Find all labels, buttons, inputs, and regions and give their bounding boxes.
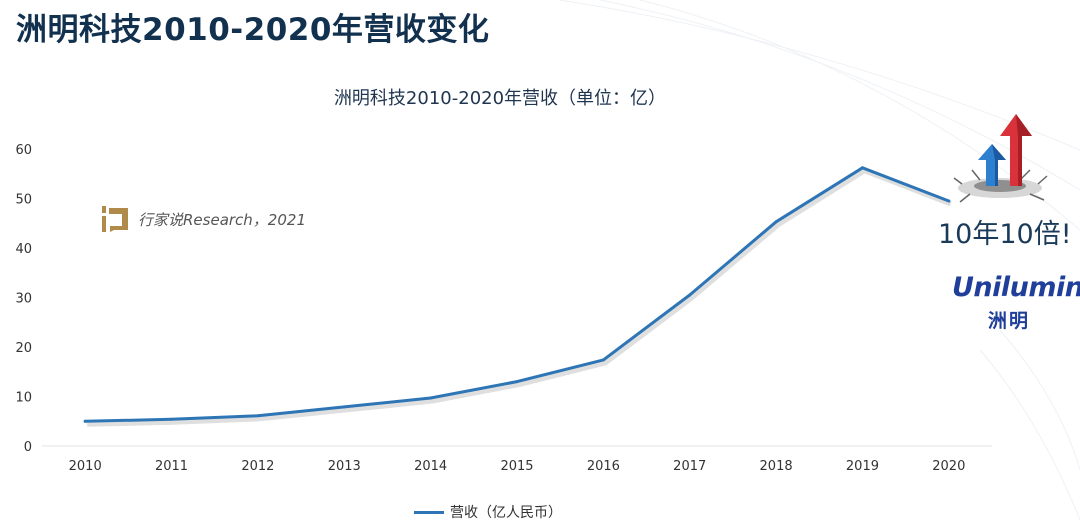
data-point-2010 <box>83 419 87 423</box>
x-tick-label: 2016 <box>587 459 620 474</box>
y-tick-label: 20 <box>15 341 32 356</box>
x-tick-label: 2019 <box>846 459 879 474</box>
data-point-2012 <box>256 414 260 418</box>
y-tick-label: 0 <box>24 440 32 455</box>
x-tick-label: 2017 <box>673 459 706 474</box>
data-point-2011 <box>170 417 174 421</box>
chart-title: 洲明科技2010-2020年营收（单位：亿） <box>333 88 667 109</box>
data-point-2015 <box>515 380 519 384</box>
brand-logo-text: Unilumin <box>952 272 1080 303</box>
data-point-2013 <box>342 405 346 409</box>
watermark: 行家说Research，2021 <box>102 206 306 232</box>
x-tick-label: 2014 <box>414 459 447 474</box>
x-tick-label: 2018 <box>760 459 793 474</box>
x-tick-label: 2020 <box>932 459 965 474</box>
legend-swatch <box>414 510 444 514</box>
y-tick-label: 30 <box>15 292 32 307</box>
series-line-shadow <box>87 168 952 427</box>
data-point-2016 <box>601 358 605 362</box>
chart-legend: 营收（亿人民币） <box>414 502 562 522</box>
legend-label: 营收（亿人民币） <box>450 505 562 521</box>
page-title: 洲明科技2010-2020年营收变化 <box>16 12 490 48</box>
y-tick-label: 10 <box>15 391 32 406</box>
x-tick-label: 2012 <box>241 459 274 474</box>
brand-cn-name: 洲明 <box>988 310 1031 332</box>
x-tick-label: 2011 <box>155 459 188 474</box>
growth-arrows-icon <box>953 114 1048 203</box>
y-tick-label: 50 <box>15 193 32 208</box>
research-logo-icon <box>102 206 128 232</box>
data-point-2014 <box>429 396 433 400</box>
data-point-2019 <box>860 166 864 170</box>
growth-callout: 10年10倍! <box>938 219 1072 250</box>
data-point-2020 <box>947 199 951 203</box>
data-point-2017 <box>688 293 692 297</box>
y-tick-label: 60 <box>15 143 32 158</box>
x-tick-label: 2013 <box>328 459 361 474</box>
data-point-2018 <box>774 220 778 224</box>
watermark-text: 行家说Research，2021 <box>138 210 306 229</box>
y-tick-label: 40 <box>15 242 32 257</box>
x-tick-label: 2015 <box>500 459 533 474</box>
x-tick-label: 2010 <box>69 459 102 474</box>
